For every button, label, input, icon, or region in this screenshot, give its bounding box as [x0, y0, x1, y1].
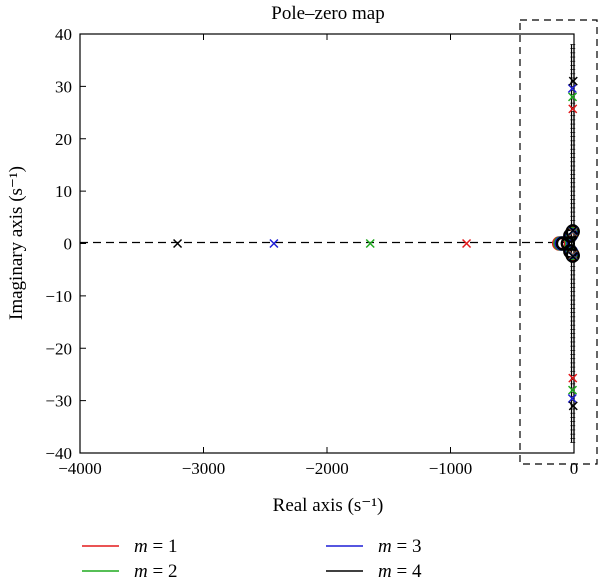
zero-marker	[565, 248, 580, 263]
x-axis-label: Real axis (s⁻¹)	[273, 495, 384, 516]
pole-marker	[568, 373, 578, 383]
x-tick-label: −4000	[58, 459, 102, 478]
legend-label: m = 2	[134, 561, 177, 582]
legend-label: m = 4	[378, 561, 422, 582]
x-tick-label: −2000	[305, 459, 349, 478]
legend-item: m = 3	[326, 536, 421, 557]
legend-item: m = 2	[82, 561, 177, 582]
zero-marker	[555, 236, 571, 251]
legend: m = 1 m = 2 m = 3 m = 4	[82, 536, 422, 582]
pole-marker	[269, 238, 279, 249]
axis-ticks: −4000 −3000 −2000 −1000 0 40 30 20 10 0 −10 −20 −30 −…	[45, 25, 578, 478]
pole-marker	[568, 104, 578, 114]
plot-area	[79, 33, 575, 454]
legend-item: m = 1	[82, 536, 177, 557]
y-tick-label: 30	[55, 77, 72, 96]
y-tick-label: 40	[55, 25, 72, 44]
y-tick-label: 10	[55, 182, 72, 201]
pole-marker	[568, 252, 578, 262]
pole-marker	[568, 225, 578, 235]
x-tick-label: −3000	[182, 459, 226, 478]
pole-marker	[567, 92, 578, 102]
zoom-region-box	[519, 19, 598, 465]
y-tick-label: 20	[55, 130, 72, 149]
legend-label: m = 3	[378, 536, 421, 557]
pole-marker	[173, 238, 183, 249]
chart-title: Pole–zero map	[271, 3, 384, 24]
plot-frame	[79, 33, 575, 454]
y-tick-label: 0	[64, 235, 73, 254]
y-tick-label: −30	[45, 392, 72, 411]
x-tick-label: −1000	[429, 459, 473, 478]
pole-marker	[462, 238, 472, 249]
pole-marker	[568, 401, 578, 411]
y-tick-label: −40	[45, 444, 72, 463]
y-axis-label: Imaginary axis (s⁻¹)	[6, 166, 27, 320]
pole-marker	[568, 76, 578, 86]
zero-marker	[560, 236, 576, 251]
y-tick-label: −10	[45, 287, 72, 306]
pole-marker	[567, 393, 577, 404]
legend-item: m = 4	[326, 561, 422, 582]
data-marks	[173, 76, 580, 411]
x-tick-label: 0	[570, 459, 579, 478]
legend-label: m = 1	[134, 536, 177, 557]
y-tick-label: −20	[45, 339, 72, 358]
pole-marker	[567, 83, 577, 94]
pole-marker	[567, 385, 578, 395]
zero-marker	[565, 224, 580, 239]
pole-marker	[365, 238, 375, 249]
